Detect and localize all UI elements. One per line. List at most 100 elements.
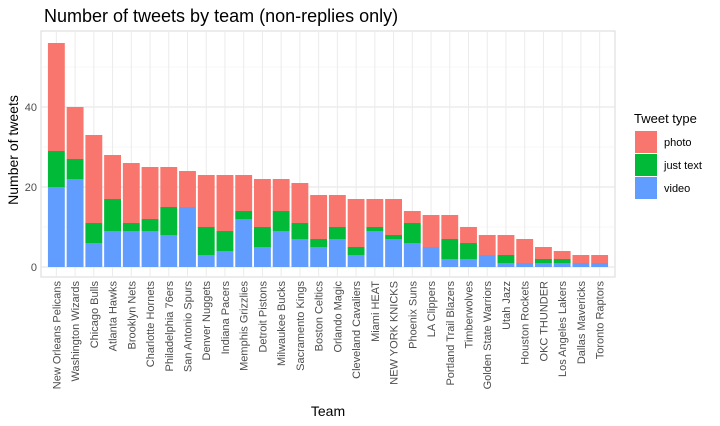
bar-segment-video [197, 255, 215, 267]
bar-segment-photo [85, 135, 103, 223]
bar-stack [47, 43, 65, 267]
bar-stack [385, 199, 402, 267]
bar-segment-photo [460, 227, 477, 243]
bar-segment-video [291, 239, 309, 267]
bar-stack [403, 211, 421, 267]
bar-segment-video [141, 231, 159, 267]
bar-segment-photo [254, 179, 271, 227]
x-tick-label: Utah Jazz [501, 281, 513, 330]
bar-stack [535, 247, 552, 267]
bar-segment-photo [179, 171, 196, 207]
bar-segment-photo [366, 199, 384, 227]
bar-segment-just-text [347, 247, 365, 255]
x-tick-label: Detroit Pistons [257, 281, 269, 353]
bar-segment-video [403, 243, 421, 267]
bar-segment-photo [104, 155, 121, 199]
bar-segment-video [441, 259, 459, 267]
bar-segment-photo [403, 211, 421, 223]
x-tick-label: Atlanta Hawks [108, 281, 120, 352]
bar-segment-photo [535, 247, 552, 259]
x-tick-label: Los Angeles Lakers [557, 281, 569, 378]
bar-stack [160, 167, 178, 267]
bar-segment-just-text [553, 259, 571, 263]
bar-segment-video [47, 187, 65, 267]
bar-stack [460, 227, 477, 267]
bar-segment-just-text [47, 151, 65, 187]
bars-group [47, 43, 609, 267]
x-tick-label: Dallas Mavericks [576, 281, 588, 365]
bar-segment-just-text [272, 211, 290, 231]
bar-segment-video [160, 235, 178, 267]
bar-segment-photo [328, 195, 346, 227]
bar-segment-photo [291, 183, 309, 223]
bar-segment-video [422, 247, 440, 267]
bar-segment-just-text [328, 227, 346, 239]
x-tick-label: Miami HEAT [370, 281, 382, 342]
bar-stack [141, 167, 159, 267]
bar-segment-video [254, 247, 271, 267]
x-tick-label: Portland Trail Blazers [445, 281, 457, 386]
bar-stack [422, 215, 440, 267]
legend-title: Tweet type [634, 111, 697, 126]
bar-segment-photo [591, 255, 609, 263]
bar-segment-video [66, 179, 84, 267]
x-tick-label: Milwaukee Bucks [276, 281, 288, 366]
x-tick-label: San Antonio Spurs [183, 281, 195, 373]
x-tick-label: Toronto Raptors [595, 281, 607, 360]
bar-segment-just-text [310, 239, 328, 247]
bar-segment-just-text [66, 159, 84, 179]
bar-stack [310, 195, 328, 267]
x-tick-label: Charlotte Hornets [145, 281, 157, 368]
x-tick-label: Timberwolves [464, 281, 476, 349]
bar-segment-photo [66, 107, 84, 159]
bar-segment-video [591, 263, 609, 267]
bar-segment-photo [47, 43, 65, 151]
bar-segment-photo [572, 255, 590, 263]
bar-segment-video [572, 263, 590, 267]
x-tick-label: Houston Rockets [520, 281, 532, 365]
x-tick-label: LA Clippers [426, 281, 438, 338]
bar-segment-just-text [141, 219, 159, 231]
bar-segment-video [385, 239, 402, 267]
x-tick-label: NEW YORK KNICKS [389, 281, 401, 385]
bar-segment-just-text [366, 227, 384, 231]
bar-segment-video [366, 231, 384, 267]
legend-key-photo [635, 131, 657, 153]
bar-segment-just-text [104, 199, 121, 231]
bar-segment-video [272, 231, 290, 267]
bar-segment-just-text [535, 259, 552, 263]
bar-segment-just-text [403, 223, 421, 243]
bar-segment-video [216, 251, 234, 267]
bar-stack [197, 175, 215, 267]
bar-stack [478, 235, 496, 267]
bar-segment-photo [310, 195, 328, 239]
bar-segment-just-text [291, 223, 309, 239]
bar-segment-video [460, 259, 477, 267]
bar-segment-photo [141, 167, 159, 219]
bar-segment-video [310, 247, 328, 267]
bar-segment-video [516, 263, 534, 267]
bar-segment-video [122, 231, 140, 267]
bar-stack [179, 171, 196, 267]
bar-stack [66, 107, 84, 267]
chart-title: Number of tweets by team (non-replies on… [44, 6, 398, 26]
x-tick-label: Denver Nuggets [201, 281, 213, 361]
bar-segment-video [553, 263, 571, 267]
x-tick-label: Brooklyn Nets [126, 281, 138, 350]
bar-segment-just-text [385, 235, 402, 239]
x-tick-label: OKC THUNDER [538, 281, 550, 362]
bar-segment-video [535, 263, 552, 267]
bar-segment-just-text [254, 227, 271, 247]
bar-segment-photo [160, 167, 178, 207]
bar-stack [235, 175, 253, 267]
legend: Tweet type photo just text video [634, 111, 702, 199]
legend-key-video [635, 177, 657, 199]
bar-stack [572, 255, 590, 267]
bar-segment-video [497, 263, 515, 267]
bar-segment-photo [235, 175, 253, 211]
y-tick-label: 0 [31, 262, 37, 274]
bar-segment-photo [516, 239, 534, 263]
x-tick-label: Washington Wizards [70, 281, 82, 382]
x-tick-label: Phoenix Suns [407, 281, 419, 349]
